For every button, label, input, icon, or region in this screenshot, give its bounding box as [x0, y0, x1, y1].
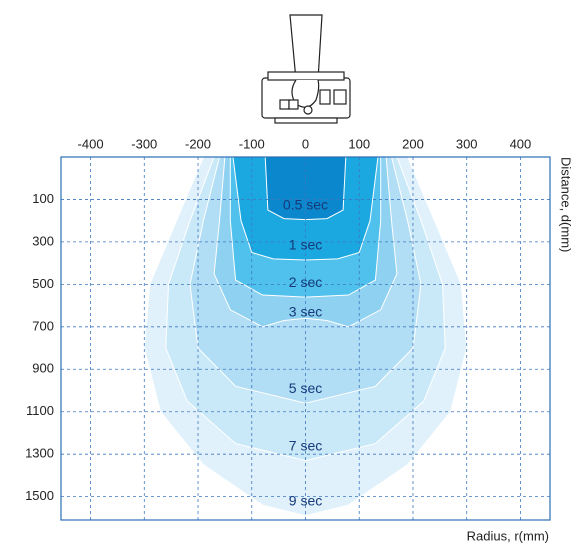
x-tick-label: -100: [239, 136, 265, 151]
y-tick-label: 1500: [25, 488, 54, 503]
y-axis-label: Distance, d(mm): [559, 157, 573, 252]
contour-labels: 9 sec 7 sec 5 sec 3 sec 2 sec 1 sec 0.5 sec: [283, 196, 328, 508]
y-tick-label: 1300: [25, 446, 54, 461]
x-tick-label: -300: [131, 136, 157, 151]
y-tick-label: 300: [32, 233, 54, 248]
y-tick-label: 1100: [26, 403, 54, 418]
x-tick-label: 0: [302, 136, 309, 151]
device-illustration: [261, 14, 351, 124]
y-tick-label: 700: [32, 318, 54, 333]
x-tick-label: 200: [402, 136, 424, 151]
contour-label: 1 sec: [289, 237, 322, 253]
x-tick-label: -200: [185, 136, 211, 151]
x-axis-label: Radius, r(mm): [467, 528, 549, 543]
y-tick-label: 500: [32, 276, 54, 291]
x-tick-label: 300: [456, 136, 478, 151]
plot-frame: [60, 156, 551, 521]
y-tick-label: 900: [32, 361, 54, 376]
contour-label: 2 sec: [289, 274, 322, 290]
contour-label: 3 sec: [289, 304, 322, 320]
contour-label: 7 sec: [289, 437, 322, 453]
y-tick-label: 100: [32, 191, 54, 206]
contour-label: 5 sec: [289, 380, 322, 396]
x-tick-label: 400: [510, 136, 532, 151]
contour-label: 0.5 sec: [283, 196, 328, 212]
grid: [61, 157, 550, 520]
x-tick-label: 100: [348, 136, 370, 151]
x-tick-label: -400: [78, 136, 104, 151]
contour-label: 9 sec: [289, 492, 322, 508]
